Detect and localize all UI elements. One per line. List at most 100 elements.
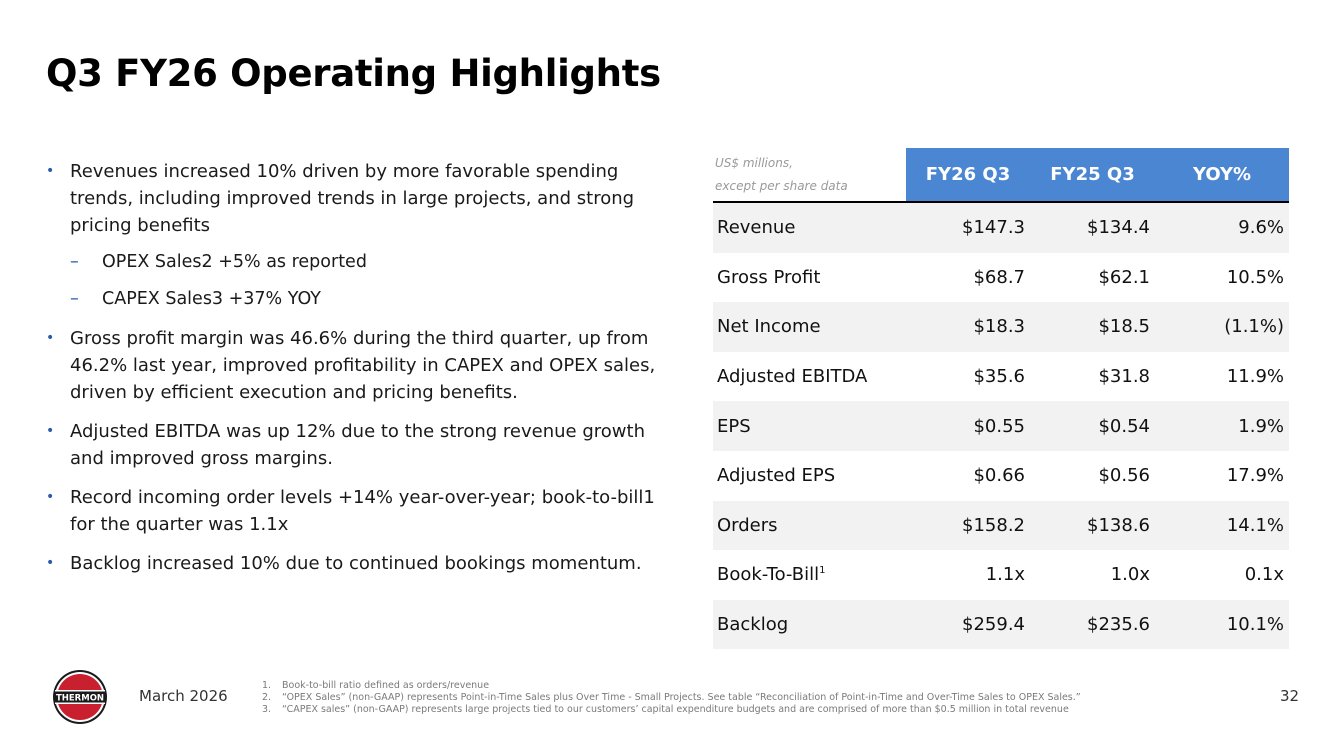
- cell-fy25-q3: $134.4: [1030, 202, 1155, 253]
- bullet-text: Backlog increased 10% due to continued b…: [70, 553, 642, 574]
- cell-fy25-q3: $235.6: [1030, 599, 1155, 650]
- cell-yoy: (1.1%): [1155, 302, 1289, 352]
- table-row: Revenue $147.3 $134.4 9.6%: [713, 202, 1289, 253]
- footnote-number: 2.: [262, 692, 272, 703]
- bullet-dot-icon: •: [46, 555, 55, 571]
- cell-fy25-q3: $18.5: [1030, 302, 1155, 352]
- row-label: Revenue: [713, 202, 906, 253]
- units-note-line2: except per share data: [715, 178, 848, 193]
- cell-fy26-q3: $158.2: [906, 500, 1030, 551]
- table-row: Adjusted EPS $0.66 $0.56 17.9%: [713, 451, 1289, 501]
- row-label: Backlog: [713, 599, 906, 650]
- row-label: Orders: [713, 500, 906, 551]
- footnote-number: 1.: [262, 680, 272, 691]
- table-row: EPS $0.55 $0.54 1.9%: [713, 401, 1289, 451]
- cell-yoy: 0.1x: [1244, 564, 1284, 586]
- cell-fy26-q3: $147.3: [906, 202, 1030, 253]
- bullet-orders: • Record incoming order levels +14% year…: [46, 484, 676, 538]
- cell-fy26-q3: 1.1x: [985, 564, 1025, 586]
- bullet-text: CAPEX Sales3 +37% YOY: [102, 289, 321, 309]
- footnote-text: Book-to-bill ratio defined as orders/rev…: [282, 680, 490, 691]
- row-label-text: Net Income: [717, 316, 821, 338]
- cell-fy26-q3: $35.6: [973, 366, 1025, 388]
- table-row: Orders $158.2 $138.6 14.1%: [713, 500, 1289, 551]
- logo-text: THERMON: [56, 694, 104, 704]
- footnote-text: “OPEX Sales” (non-GAAP) represents Point…: [282, 692, 1081, 703]
- row-label: Net Income: [713, 302, 906, 352]
- row-label-text: Book-To-Bill: [717, 564, 820, 586]
- row-label-text: Gross Profit: [717, 266, 821, 288]
- dash-icon: –: [70, 252, 79, 272]
- table-body: Revenue $147.3 $134.4 9.6% Gross Profit $68.7…: [713, 202, 1289, 650]
- cell-yoy: 10.5%: [1226, 266, 1284, 288]
- row-label: Gross Profit: [713, 253, 906, 303]
- row-label-text: Adjusted EBITDA: [717, 366, 868, 388]
- bullet-text: Adjusted EBITDA was up 12% due to the st…: [70, 421, 645, 469]
- footnote-marker: 1: [819, 565, 826, 577]
- sub-bullet-capex: – CAPEX Sales3 +37% YOY: [46, 286, 676, 313]
- column-header-fy25-q3: FY25 Q3: [1030, 148, 1155, 202]
- units-note-line1: US$ millions,: [715, 155, 793, 170]
- row-label: EPS: [713, 401, 906, 451]
- column-header-fy26-q3: FY26 Q3: [906, 148, 1030, 202]
- cell-yoy: 10.1%: [1155, 599, 1289, 650]
- row-label-text: Orders: [717, 514, 778, 536]
- row-label-text: EPS: [717, 415, 751, 437]
- column-header-yoy: YOY%: [1155, 148, 1289, 202]
- cell-fy26-q3: $0.66: [973, 465, 1025, 487]
- cell-yoy: 14.1%: [1155, 500, 1289, 551]
- bullet-dot-icon: •: [46, 330, 55, 346]
- footer-date: March 2026: [139, 687, 228, 705]
- bullet-gross-profit: • Gross profit margin was 46.6% during t…: [46, 325, 676, 406]
- bullet-ebitda: • Adjusted EBITDA was up 12% due to the …: [46, 418, 676, 472]
- bullet-dot-icon: •: [46, 489, 55, 505]
- cell-yoy: 9.6%: [1155, 202, 1289, 253]
- bullet-backlog: • Backlog increased 10% due to continued…: [46, 550, 676, 577]
- row-label: Book-To-Bill1: [713, 550, 906, 600]
- bullet-text: Record incoming order levels +14% year-o…: [70, 487, 655, 535]
- footnote-number: 3.: [262, 704, 272, 715]
- row-label: Adjusted EPS: [713, 451, 906, 501]
- page-title: Q3 FY26 Operating Highlights: [46, 52, 661, 95]
- bullet-text: Revenues increased 10% driven by more fa…: [70, 161, 635, 236]
- table-row: Backlog $259.4 $235.6 10.1%: [713, 599, 1289, 650]
- cell-fy25-q3: $138.6: [1030, 500, 1155, 551]
- footnote-1: 1. Book-to-bill ratio defined as orders/r…: [262, 680, 1081, 692]
- table-header-row: US$ millions, except per share data FY26…: [713, 148, 1289, 202]
- cell-fy25-q3: $0.54: [1030, 401, 1155, 451]
- bullet-text: Gross profit margin was 46.6% during the…: [70, 328, 656, 403]
- cell-fy26-q3: $68.7: [973, 266, 1025, 288]
- bullet-dot-icon: •: [46, 163, 55, 179]
- row-label-text: Backlog: [717, 614, 789, 636]
- bullet-text: OPEX Sales2 +5% as reported: [102, 252, 367, 272]
- footnote-3: 3. “CAPEX sales” (non-GAAP) represents la…: [262, 704, 1081, 716]
- footnotes: 1. Book-to-bill ratio defined as orders/r…: [262, 680, 1081, 716]
- dash-icon: –: [70, 289, 79, 309]
- cell-fy26-q3: $259.4: [906, 599, 1030, 650]
- footnote-text: “CAPEX sales” (non-GAAP) represents larg…: [282, 704, 1069, 715]
- footnote-2: 2. “OPEX Sales” (non-GAAP) represents Poi…: [262, 692, 1081, 704]
- cell-fy25-q3: 1.0x: [1110, 564, 1150, 586]
- cell-yoy: 17.9%: [1226, 465, 1284, 487]
- cell-fy26-q3: $0.55: [906, 401, 1030, 451]
- sub-bullet-opex: – OPEX Sales2 +5% as reported: [46, 249, 676, 276]
- units-note: US$ millions, except per share data: [713, 148, 906, 202]
- table-row: Adjusted EBITDA $35.6 $31.8 11.9%: [713, 352, 1289, 402]
- cell-fy26-q3: $18.3: [906, 302, 1030, 352]
- thermon-logo-icon: THERMON: [53, 670, 107, 724]
- table-row: Book-To-Bill1 1.1x 1.0x 0.1x: [713, 550, 1289, 600]
- cell-yoy: 11.9%: [1226, 366, 1284, 388]
- cell-fy25-q3: $62.1: [1098, 266, 1150, 288]
- cell-fy25-q3: $0.56: [1098, 465, 1150, 487]
- row-label-text: Adjusted EPS: [717, 465, 836, 487]
- financial-table: US$ millions, except per share data FY26…: [713, 148, 1289, 650]
- financial-table-container: US$ millions, except per share data FY26…: [713, 148, 1289, 650]
- highlights-list: • Revenues increased 10% driven by more …: [46, 158, 676, 577]
- table-row: Gross Profit $68.7 $62.1 10.5%: [713, 253, 1289, 303]
- cell-yoy: 1.9%: [1155, 401, 1289, 451]
- page-number: 32: [1280, 687, 1300, 705]
- row-label-text: Revenue: [717, 217, 796, 239]
- row-label: Adjusted EBITDA: [713, 352, 906, 402]
- table-row: Net Income $18.3 $18.5 (1.1%): [713, 302, 1289, 352]
- cell-fy25-q3: $31.8: [1098, 366, 1150, 388]
